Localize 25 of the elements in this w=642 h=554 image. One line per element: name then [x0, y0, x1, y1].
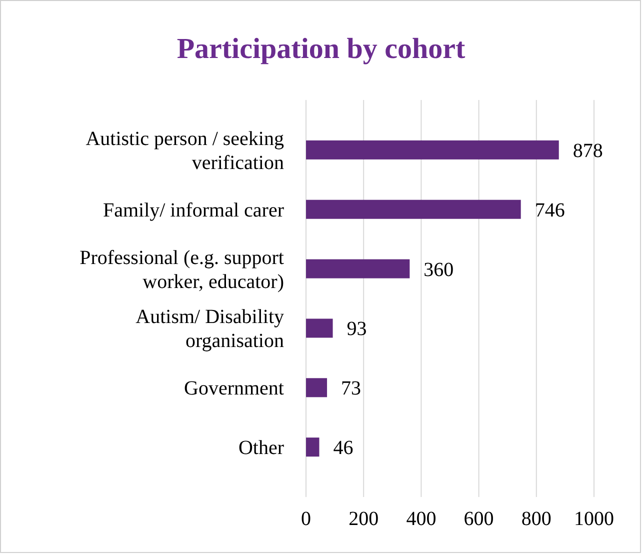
bar	[306, 438, 320, 457]
x-tick-label: 600	[464, 508, 494, 530]
y-tick-label: Family/ informal carer	[102, 199, 284, 222]
data-label: 73	[341, 378, 362, 400]
bar	[306, 378, 328, 398]
x-tick-label: 1000	[574, 508, 614, 530]
data-label: 878	[572, 140, 603, 162]
y-tick-label: Autistic person / seeking verification	[86, 128, 284, 174]
x-tick-label: 400	[406, 508, 436, 530]
y-tick-label: Professional (e.g. support worker, educator)	[80, 246, 284, 293]
bar	[306, 259, 410, 278]
bar	[306, 200, 521, 219]
data-label: 93	[346, 318, 367, 340]
y-tick-label: Government	[184, 378, 284, 400]
x-tick-label: 800	[521, 508, 552, 530]
x-tick-label: 0	[301, 508, 311, 530]
bar	[306, 318, 333, 338]
data-label: 360	[424, 258, 454, 281]
y-tick-label: Autism/ Disability organisation	[136, 306, 284, 352]
data-label: 746	[534, 199, 565, 222]
chart-title: Participation by cohort	[176, 33, 466, 65]
bar	[306, 140, 559, 160]
x-tick-label: 200	[348, 508, 379, 530]
data-label: 46	[333, 437, 354, 460]
y-tick-label: Other	[238, 437, 284, 460]
